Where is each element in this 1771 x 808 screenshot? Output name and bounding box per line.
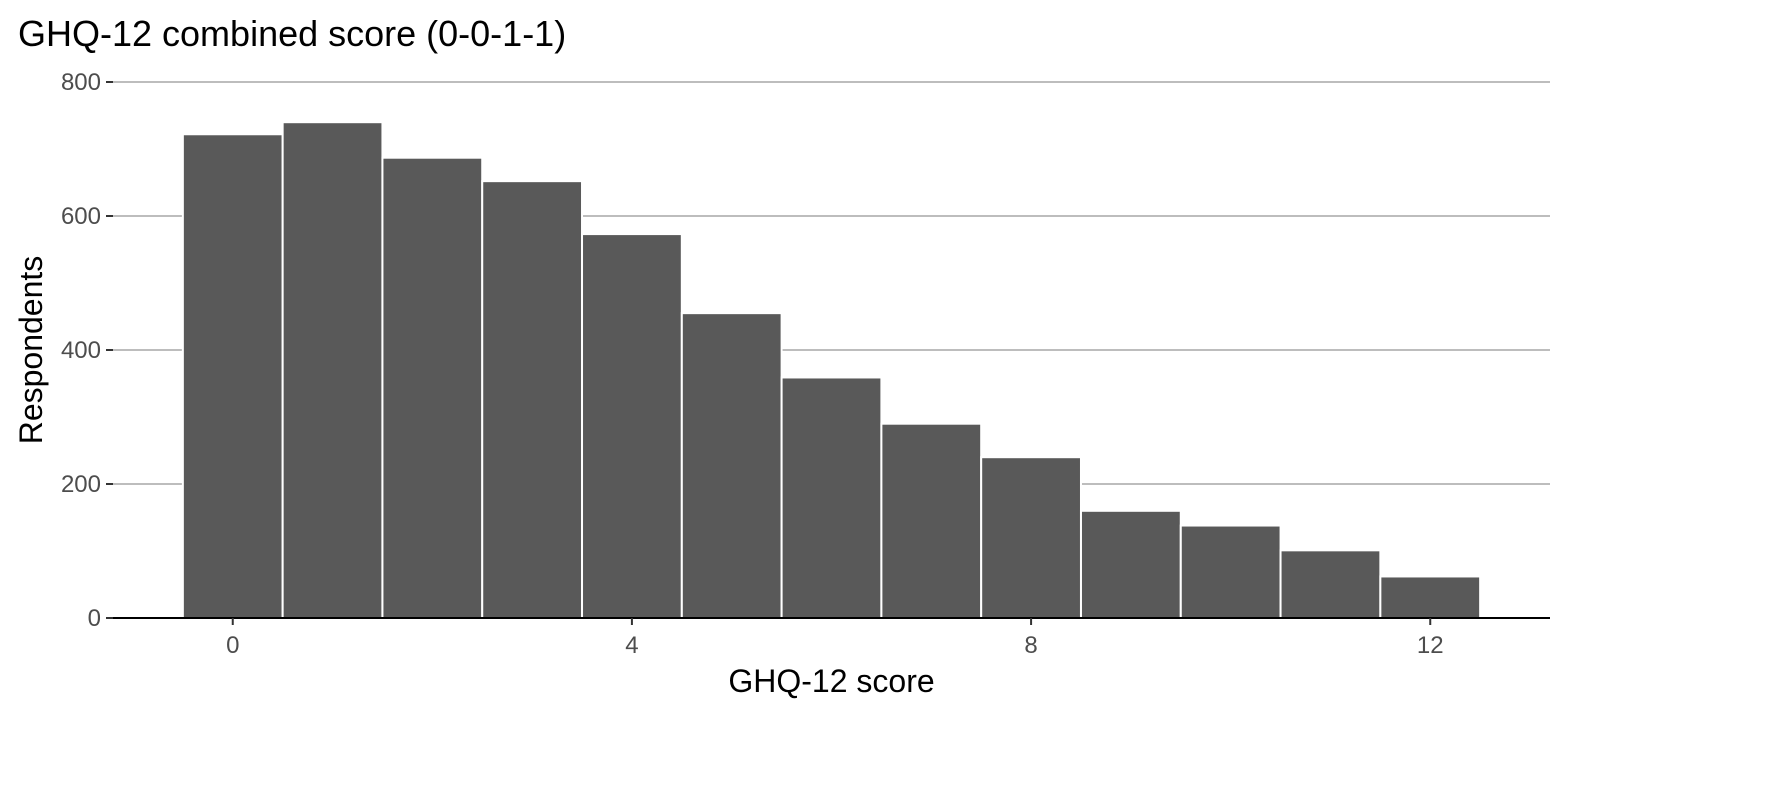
bar — [481, 180, 584, 619]
y-tick-label: 400 — [61, 337, 101, 364]
bar — [581, 233, 683, 619]
bars — [181, 121, 1482, 620]
bar — [780, 376, 883, 619]
bar — [1179, 524, 1282, 619]
y-tick-label: 0 — [88, 605, 101, 632]
y-tick-label: 800 — [61, 69, 101, 96]
x-tick-label: 0 — [226, 632, 239, 659]
bar — [1279, 549, 1382, 620]
y-axis-title: Respondents — [13, 256, 49, 445]
x-tick-label: 4 — [625, 632, 638, 659]
chart-title: GHQ-12 combined score (0-0-1-1) — [18, 13, 566, 54]
x-axis-title: GHQ-12 score — [728, 663, 934, 699]
x-tick-label: 8 — [1024, 632, 1037, 659]
bar — [1379, 575, 1482, 620]
bar — [680, 312, 783, 619]
x-tick-label: 12 — [1417, 632, 1444, 659]
bar — [1079, 509, 1182, 619]
bar — [880, 422, 983, 620]
bar — [980, 456, 1082, 620]
bar — [381, 156, 484, 620]
y-tick-label: 600 — [61, 203, 101, 230]
bar — [281, 121, 384, 619]
bar — [181, 133, 284, 619]
ticks: 0 200 400 600 800 0 4 8 12 — [61, 69, 1444, 659]
y-tick-label: 200 — [61, 471, 101, 498]
